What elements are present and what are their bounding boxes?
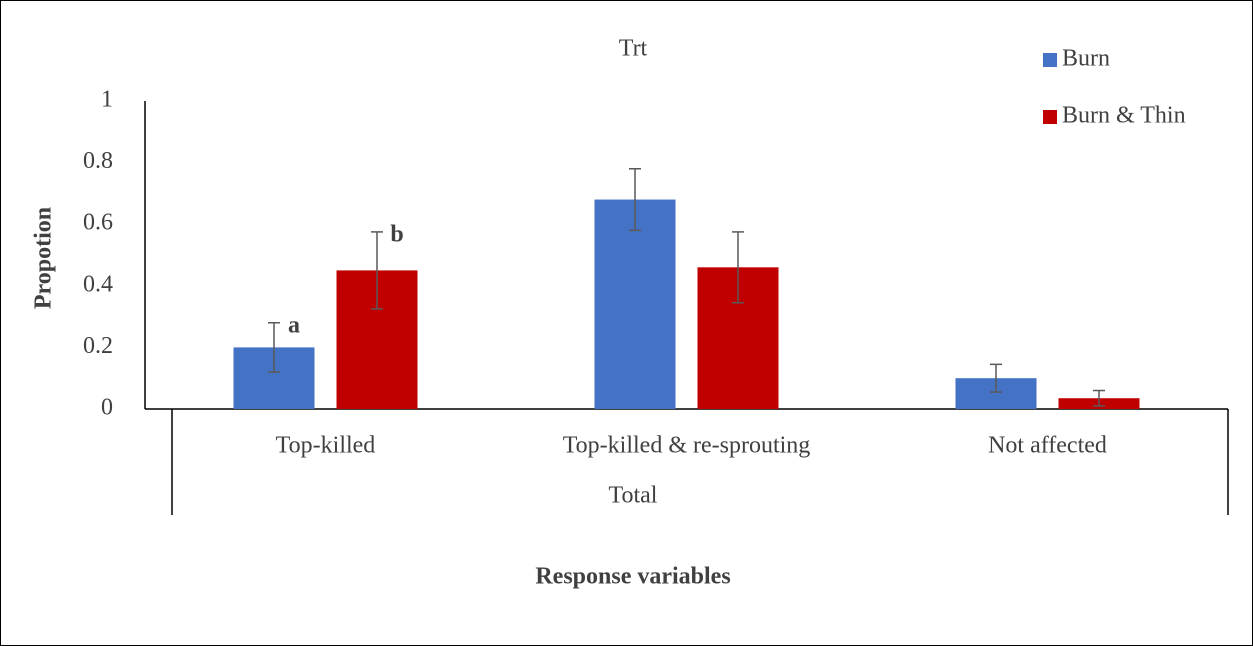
x-tick-label: Not affected (988, 433, 1107, 459)
legend-label: Burn & Thin (1062, 103, 1186, 129)
x-tick-label: Top-killed & re-sprouting (563, 433, 811, 459)
legend-label: Burn (1062, 46, 1110, 72)
x-axis-title: Response variables (535, 564, 730, 590)
significance-letter: a (288, 312, 300, 338)
y-tick-label: 0 (101, 395, 113, 421)
legend-swatch (1043, 110, 1057, 124)
y-tick-label: 0.8 (83, 148, 113, 174)
significance-letter: b (390, 221, 403, 247)
bar (594, 199, 676, 409)
y-axis-title: Propotion (31, 207, 57, 309)
y-tick-label: 1 (101, 87, 113, 113)
chart-title: Trt (619, 36, 648, 62)
x-tick-label: Top-killed (276, 433, 376, 459)
legend-swatch (1043, 53, 1057, 67)
y-tick-label: 0.2 (83, 333, 113, 359)
x-group-label: Total (609, 483, 658, 509)
y-tick-label: 0.4 (83, 271, 113, 297)
y-tick-label: 0.6 (83, 210, 113, 236)
